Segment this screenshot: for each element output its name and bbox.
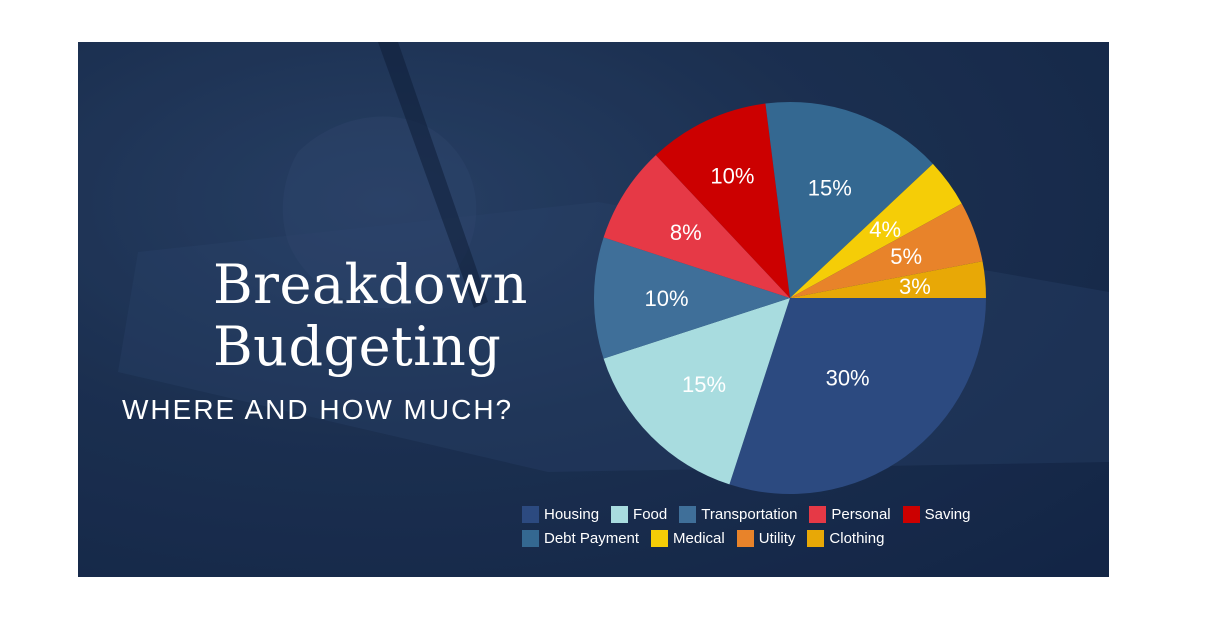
pie-slice-medical bbox=[790, 163, 962, 298]
legend-swatch bbox=[807, 529, 825, 547]
legend-swatch bbox=[611, 505, 629, 523]
pie-label-utility: 5% bbox=[890, 244, 922, 269]
pie-labels: 30% 15% 10% 8% 10% 15% 4%5% 3% bbox=[644, 164, 930, 397]
legend-label: Saving bbox=[924, 505, 971, 523]
pie-slice-clothing bbox=[790, 261, 986, 298]
legend-swatch bbox=[522, 529, 539, 547]
legend-item-utility: Utility bbox=[736, 529, 796, 547]
pen-shape bbox=[378, 42, 488, 308]
title-line-2: Budgeting bbox=[213, 315, 502, 378]
legend-item-housing: Housing bbox=[522, 505, 599, 523]
pie-slice-transportation bbox=[593, 237, 790, 359]
legend-item-saving: Saving bbox=[902, 505, 971, 523]
legend-label: Transportation bbox=[701, 505, 798, 523]
pie-label-saving: 10% bbox=[710, 164, 754, 189]
pie-label-transportation: 10% bbox=[644, 286, 688, 311]
pie-label-housing: 30% bbox=[826, 365, 870, 390]
pie-label-food: 15% bbox=[682, 372, 726, 397]
legend-item-clothing: Clothing bbox=[807, 529, 884, 547]
legend-item-personal: Personal bbox=[809, 505, 891, 523]
legend-label: Personal bbox=[831, 505, 891, 523]
legend-swatch bbox=[736, 529, 754, 547]
pie-label-clothing: 3% bbox=[899, 274, 931, 299]
title-line-1: Breakdown bbox=[213, 253, 528, 316]
page-title: Breakdown Budgeting bbox=[213, 254, 528, 378]
legend-swatch bbox=[651, 529, 669, 547]
pie-slice-housing bbox=[729, 298, 986, 494]
pie-slice-utility bbox=[790, 203, 983, 298]
legend-label: Medical bbox=[673, 529, 725, 547]
legend-label: Food bbox=[633, 505, 668, 523]
pie-label-personal: 8% bbox=[670, 220, 702, 245]
legend-label: Utility bbox=[758, 529, 796, 547]
pie-slice-food bbox=[603, 298, 790, 485]
pie-slices bbox=[593, 101, 986, 494]
legend-item-food: Food bbox=[611, 505, 667, 523]
legend-label: Housing bbox=[544, 505, 600, 523]
legend-item-debt-payment: Debt Payment bbox=[522, 529, 639, 547]
legend-swatch bbox=[902, 505, 920, 523]
legend-swatch bbox=[679, 505, 697, 523]
pie-label-medical: 4% bbox=[869, 217, 901, 242]
legend-item-transportation: Transportation bbox=[679, 505, 797, 523]
pie-slice-personal bbox=[603, 155, 790, 298]
banner: Breakdown Budgeting WHERE AND HOW MUCH? … bbox=[78, 42, 1109, 577]
legend-label: Debt Payment bbox=[544, 529, 640, 547]
pie-label-debt-payment: 15% bbox=[808, 175, 852, 200]
legend-item-medical: Medical bbox=[651, 529, 725, 547]
pie-chart: 30% 15% 10% 8% 10% 15% 4%5% 3% bbox=[593, 101, 986, 494]
page-subtitle: WHERE AND HOW MUCH? bbox=[122, 394, 514, 425]
chart-legend: Housing Food Transportation Personal Saving D… bbox=[522, 505, 1102, 547]
legend-swatch bbox=[809, 505, 827, 523]
legend-label: Clothing bbox=[829, 529, 885, 547]
legend-swatch bbox=[522, 505, 539, 523]
pie-slice-saving bbox=[655, 103, 790, 298]
pie-slice-debt-payment bbox=[765, 101, 933, 298]
